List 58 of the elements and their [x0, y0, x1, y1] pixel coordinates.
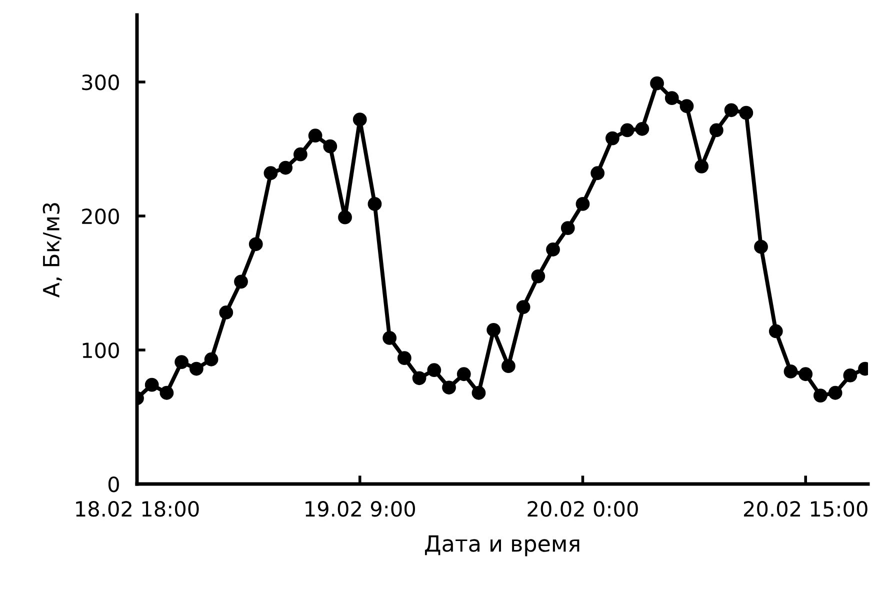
point — [308, 128, 322, 143]
x-tick-label: 19.02 9:00 — [306, 501, 416, 517]
point — [234, 274, 248, 289]
point — [397, 351, 412, 365]
point — [814, 388, 828, 403]
point — [323, 139, 338, 154]
point — [442, 380, 456, 394]
point — [144, 378, 159, 392]
point — [590, 166, 605, 180]
point — [754, 240, 768, 254]
point — [606, 131, 620, 146]
point — [768, 324, 783, 338]
point — [427, 363, 442, 378]
point — [680, 99, 694, 114]
point — [828, 386, 842, 400]
point — [635, 122, 650, 136]
point — [531, 269, 546, 284]
point — [189, 362, 204, 376]
point — [546, 242, 560, 256]
point — [174, 355, 189, 370]
point — [724, 103, 738, 118]
x-tick-label: 20.02 0:00 — [528, 501, 638, 517]
point — [338, 210, 352, 224]
point — [472, 386, 486, 400]
x-tick-label: 18.02 18:00 — [76, 501, 199, 517]
point — [664, 91, 679, 106]
point — [560, 221, 575, 236]
point — [843, 368, 858, 382]
point — [784, 364, 798, 378]
point — [368, 196, 382, 211]
point — [710, 123, 724, 138]
point — [219, 306, 234, 320]
y-tick-label: 0 — [108, 476, 119, 492]
x-axis-title: Дата и время — [425, 535, 580, 556]
x-tick-label: 20.02 15:00 — [744, 501, 868, 517]
point — [502, 359, 516, 374]
point — [694, 159, 709, 174]
point — [650, 76, 664, 90]
point — [293, 147, 308, 162]
point — [576, 196, 590, 211]
y-tick-label: 200 — [82, 208, 119, 224]
point — [456, 367, 471, 382]
point — [204, 352, 218, 366]
point — [798, 367, 813, 382]
point — [352, 112, 367, 126]
point — [516, 300, 530, 314]
point — [382, 330, 397, 345]
point — [264, 166, 278, 180]
point — [160, 386, 174, 400]
y-tick-label: 100 — [82, 342, 119, 358]
point — [486, 322, 501, 337]
point — [739, 106, 754, 120]
point — [620, 123, 634, 138]
y-tick-label: 300 — [82, 74, 119, 90]
point — [278, 160, 293, 175]
y-axis-title: А, Бк/м3 — [42, 203, 62, 298]
point — [412, 371, 426, 386]
point — [248, 237, 263, 252]
